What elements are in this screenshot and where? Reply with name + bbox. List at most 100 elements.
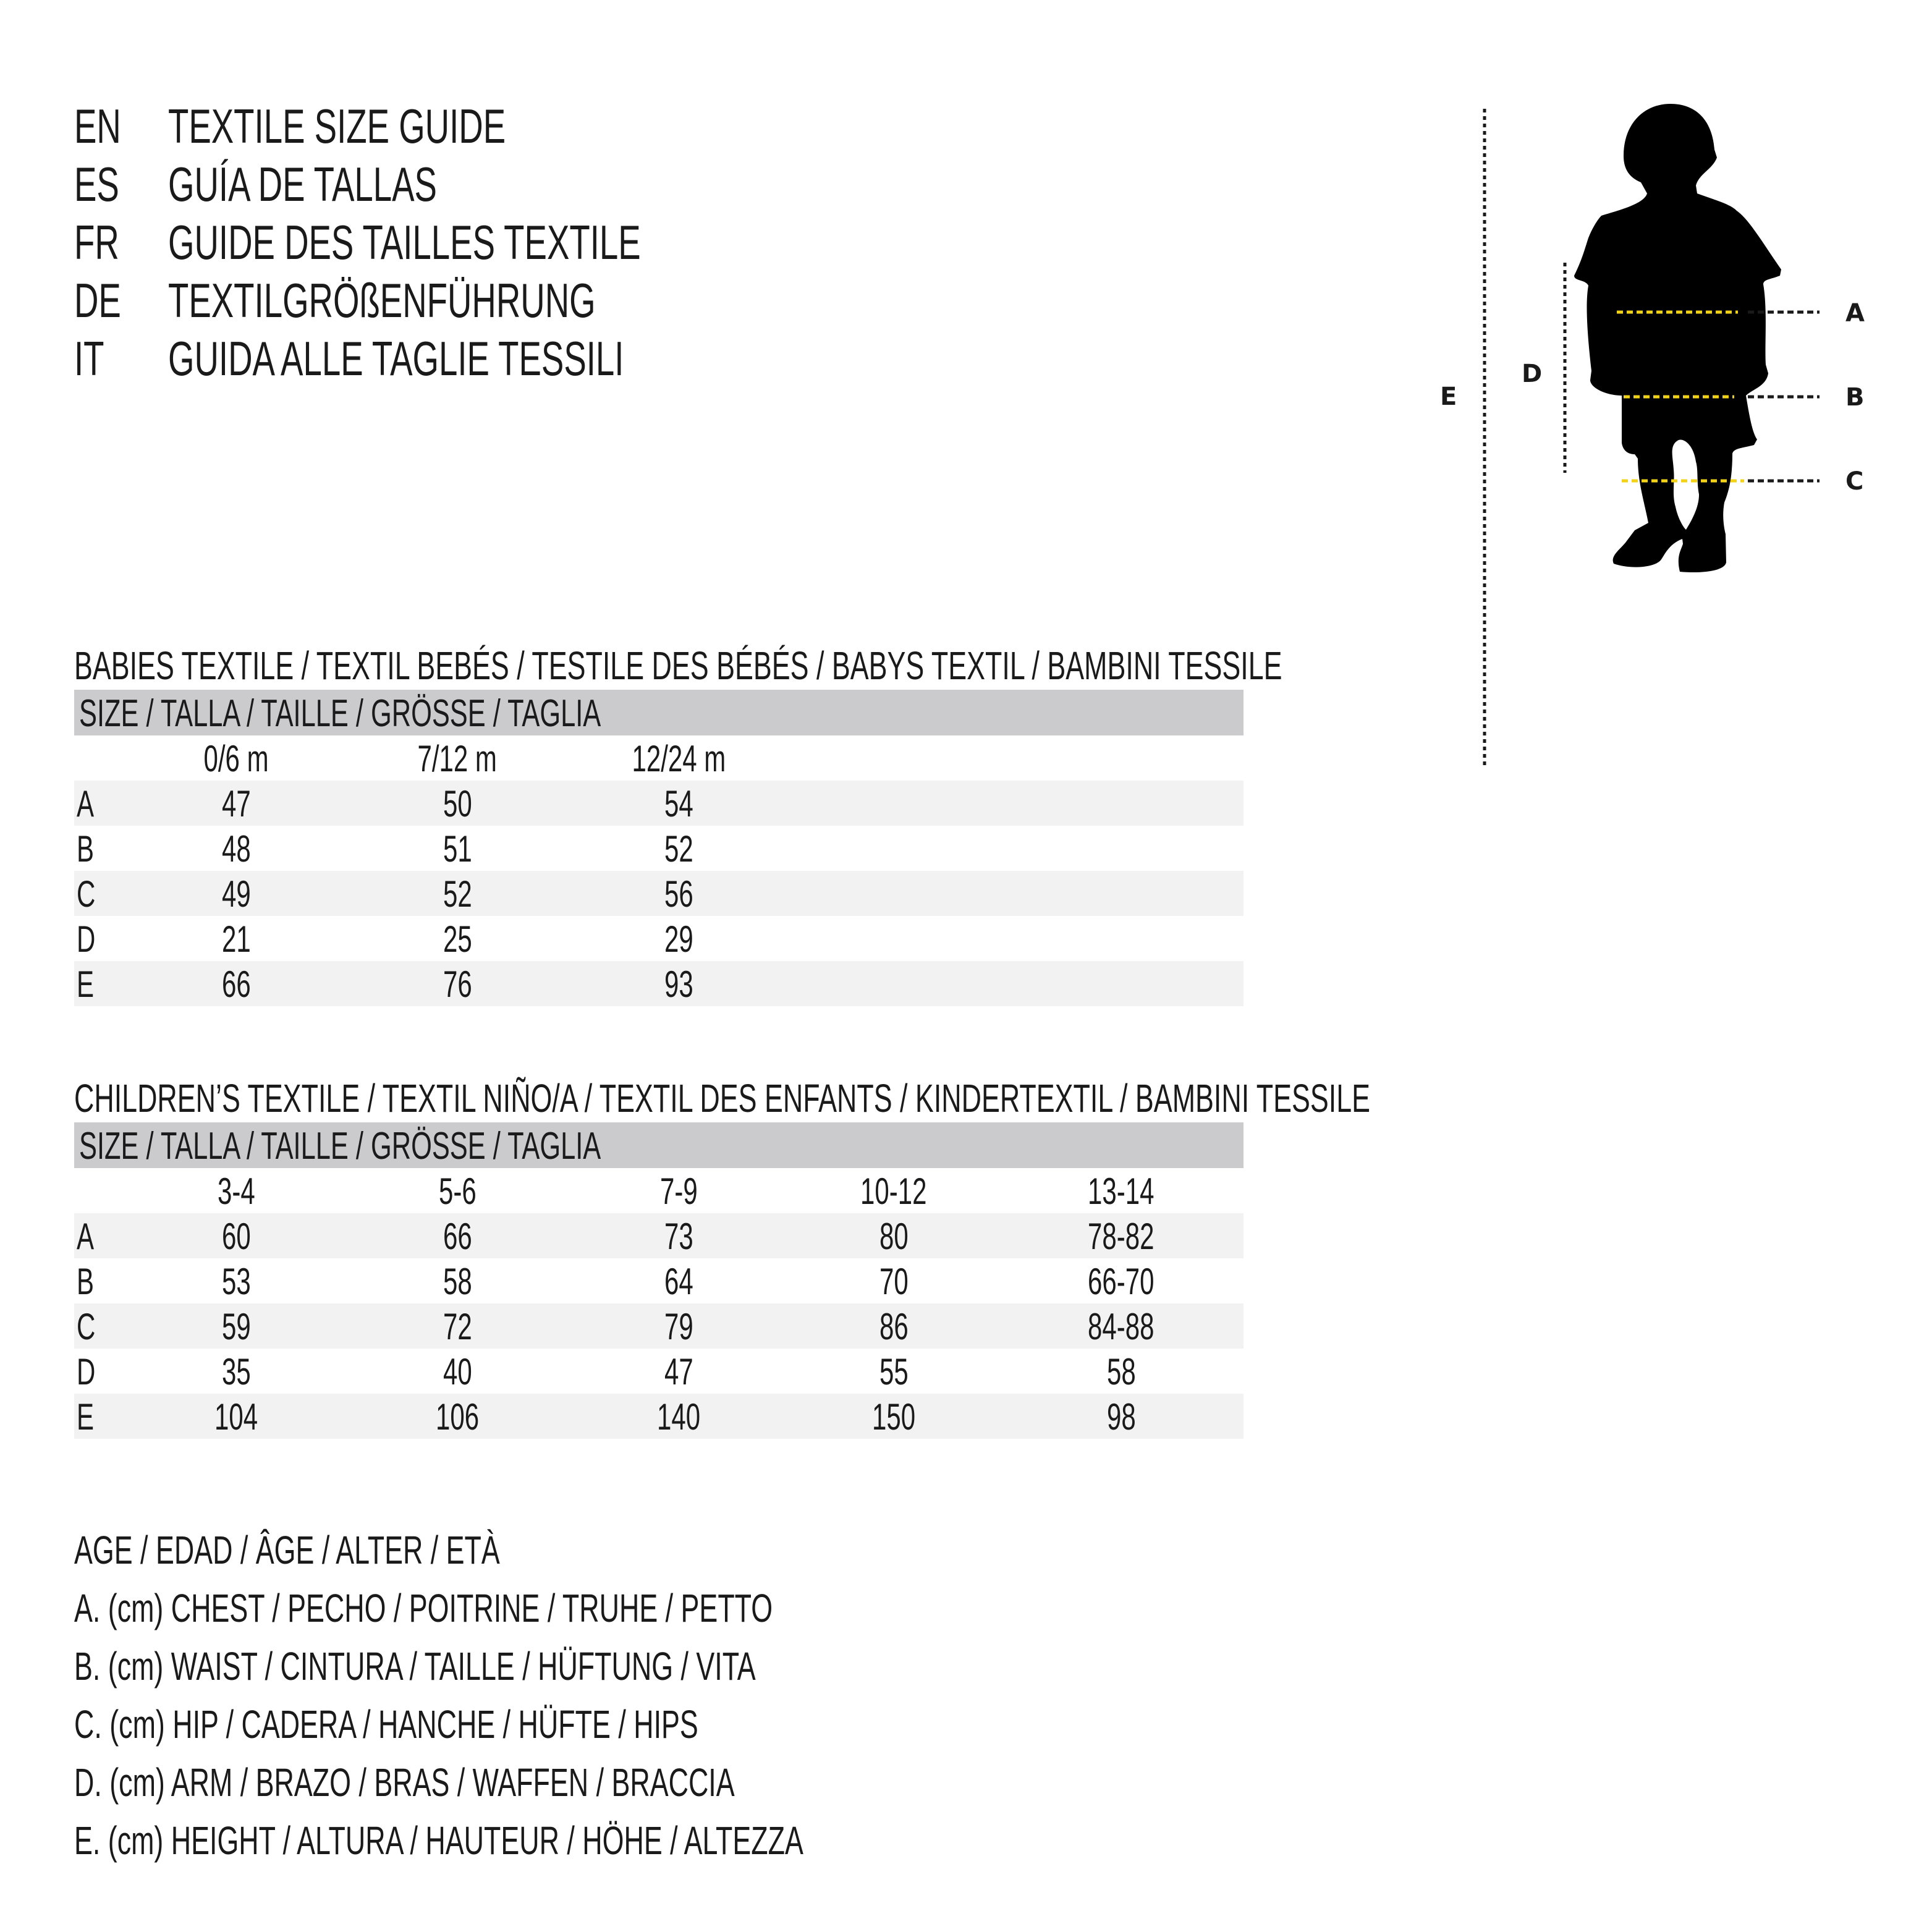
table-cell-value: 52 <box>443 873 472 915</box>
legend-line: A. (cm) CHEST / PECHO / POITRINE / TRUHE… <box>74 1579 1072 1637</box>
table-cell: 78-82 <box>1028 1213 1214 1260</box>
row-label: A <box>77 1213 101 1260</box>
legend-line: AGE / EDAD / ÂGE / ALTER / ETÀ <box>74 1521 682 1579</box>
table-cell-value: 98 <box>1106 1396 1136 1438</box>
table-cell: 64 <box>586 1258 771 1305</box>
legend-text: D. (cm) ARM / BRAZO / BRAS / WAFFEN / BR… <box>74 1760 735 1805</box>
table-cell-value: 76 <box>443 964 472 1005</box>
table-cell-value: 51 <box>443 828 472 870</box>
row-label: C <box>77 1303 103 1350</box>
legend-text: E. (cm) HEIGHT / ALTURA / HAUTEUR / HÖHE… <box>74 1818 803 1863</box>
title-text-value: GUIDE DES TAILLES TEXTILE <box>168 215 641 269</box>
column-header: 12/24 m <box>586 735 771 782</box>
language-code-text: DE <box>74 273 121 328</box>
table-cell-value: 60 <box>221 1216 251 1257</box>
title-text: GUÍA DE TALLAS <box>168 155 552 213</box>
table-cell-value: 104 <box>214 1396 258 1438</box>
column-header-text: 7/12 m <box>417 738 498 779</box>
label-a: A <box>1845 299 1865 328</box>
table-cell-value: 78-82 <box>1088 1216 1155 1257</box>
row-label: E <box>77 1394 101 1441</box>
language-code: ES <box>74 155 138 213</box>
language-code-text: FR <box>74 215 119 269</box>
column-header-text: 10-12 <box>860 1171 927 1212</box>
table-cell: 59 <box>143 1303 329 1350</box>
table-cell: 35 <box>143 1349 329 1396</box>
table-cell-value: 73 <box>664 1216 693 1257</box>
legend-line: E. (cm) HEIGHT / ALTURA / HAUTEUR / HÖHE… <box>74 1811 1116 1870</box>
label-d: D <box>1522 360 1542 388</box>
table-cell-value: 66 <box>221 964 251 1005</box>
table-cell-value: 52 <box>664 828 693 870</box>
table-cell: 47 <box>143 781 329 828</box>
title-text-value: TEXTILGRÖßENFÜHRUNG <box>168 273 596 328</box>
row-label-text: B <box>77 1261 95 1302</box>
table-cell-value: 25 <box>443 918 472 960</box>
child-silhouette <box>1574 104 1781 573</box>
table-cell-value: 84-88 <box>1088 1306 1155 1347</box>
column-header: 7-9 <box>586 1168 771 1215</box>
table-cell-value: 86 <box>879 1306 909 1347</box>
language-code: EN <box>74 97 141 155</box>
section-heading-text: BABIES TEXTILE / TEXTIL BEBÉS / TESTILE … <box>74 643 1282 688</box>
table-cell: 52 <box>586 826 771 873</box>
table-cell: 66-70 <box>1028 1258 1214 1305</box>
section-heading: CHILDREN’S TEXTILE / TEXTIL NIÑO/A / TEX… <box>74 1075 1926 1121</box>
table-cell: 55 <box>801 1349 986 1396</box>
table-cell-value: 49 <box>221 873 251 915</box>
table-row: A 60 66 73 80 78-82 <box>74 1213 1244 1258</box>
table-cell: 140 <box>586 1394 771 1441</box>
title-text: TEXTILGRÖßENFÜHRUNG <box>168 271 779 329</box>
legend-line: C. (cm) HIP / CADERA / HANCHE / HÜFTE / … <box>74 1695 966 1753</box>
title-text: GUIDE DES TAILLES TEXTILE <box>168 213 843 271</box>
table-cell: 73 <box>586 1213 771 1260</box>
table-cell-value: 93 <box>664 964 693 1005</box>
label-e: E <box>1440 383 1457 411</box>
language-code-text: IT <box>74 331 104 386</box>
legend-text: C. (cm) HIP / CADERA / HANCHE / HÜFTE / … <box>74 1702 698 1747</box>
table-cell: 48 <box>143 826 329 873</box>
table-cell-value: 47 <box>664 1351 693 1392</box>
table-cell-value: 72 <box>443 1306 472 1347</box>
table-row: E 66 76 93 <box>74 961 1244 1006</box>
title-text: TEXTILE SIZE GUIDE <box>168 97 650 155</box>
table-cell-value: 64 <box>664 1261 693 1302</box>
table-cell-value: 55 <box>879 1351 909 1392</box>
table-row: B 48 51 52 <box>74 826 1244 871</box>
column-header-text: 5-6 <box>438 1171 477 1212</box>
table-cell: 21 <box>143 916 329 963</box>
row-label-text: B <box>77 828 95 870</box>
label-b: B <box>1845 383 1865 412</box>
column-header: 10-12 <box>801 1168 986 1215</box>
table-cell: 104 <box>143 1394 329 1441</box>
table-cell: 25 <box>365 916 550 963</box>
language-code-text: ES <box>74 157 119 211</box>
table-cell: 84-88 <box>1028 1303 1214 1350</box>
title-text-value: GUIDA ALLE TAGLIE TESSILI <box>168 331 624 386</box>
legend-text: AGE / EDAD / ÂGE / ALTER / ETÀ <box>74 1528 500 1572</box>
table-cell-value: 40 <box>443 1351 472 1392</box>
column-header: 0/6 m <box>143 735 329 782</box>
legend-line: B. (cm) WAIST / CINTURA / TAILLE / HÜFTU… <box>74 1637 1048 1695</box>
table-cell: 79 <box>586 1303 771 1350</box>
column-header-text: 0/6 m <box>203 738 269 779</box>
table-cell: 58 <box>1028 1349 1214 1396</box>
table-cell-value: 54 <box>664 783 693 824</box>
table-cell: 51 <box>365 826 550 873</box>
label-c: C <box>1845 467 1863 496</box>
column-header: 5-6 <box>365 1168 550 1215</box>
row-label-text: A <box>77 1216 95 1257</box>
table-cell: 98 <box>1028 1394 1214 1441</box>
table-cell: 86 <box>801 1303 986 1350</box>
table-cell: 72 <box>365 1303 550 1350</box>
row-label: D <box>77 916 103 963</box>
row-label-text: C <box>77 1306 96 1347</box>
table-cell-value: 66-70 <box>1088 1261 1155 1302</box>
table-cell: 106 <box>365 1394 550 1441</box>
language-code: FR <box>74 213 138 271</box>
legend-text: A. (cm) CHEST / PECHO / POITRINE / TRUHE… <box>74 1586 773 1630</box>
table-cell-value: 48 <box>221 828 251 870</box>
table-cell: 52 <box>365 871 550 918</box>
language-code: DE <box>74 271 141 329</box>
